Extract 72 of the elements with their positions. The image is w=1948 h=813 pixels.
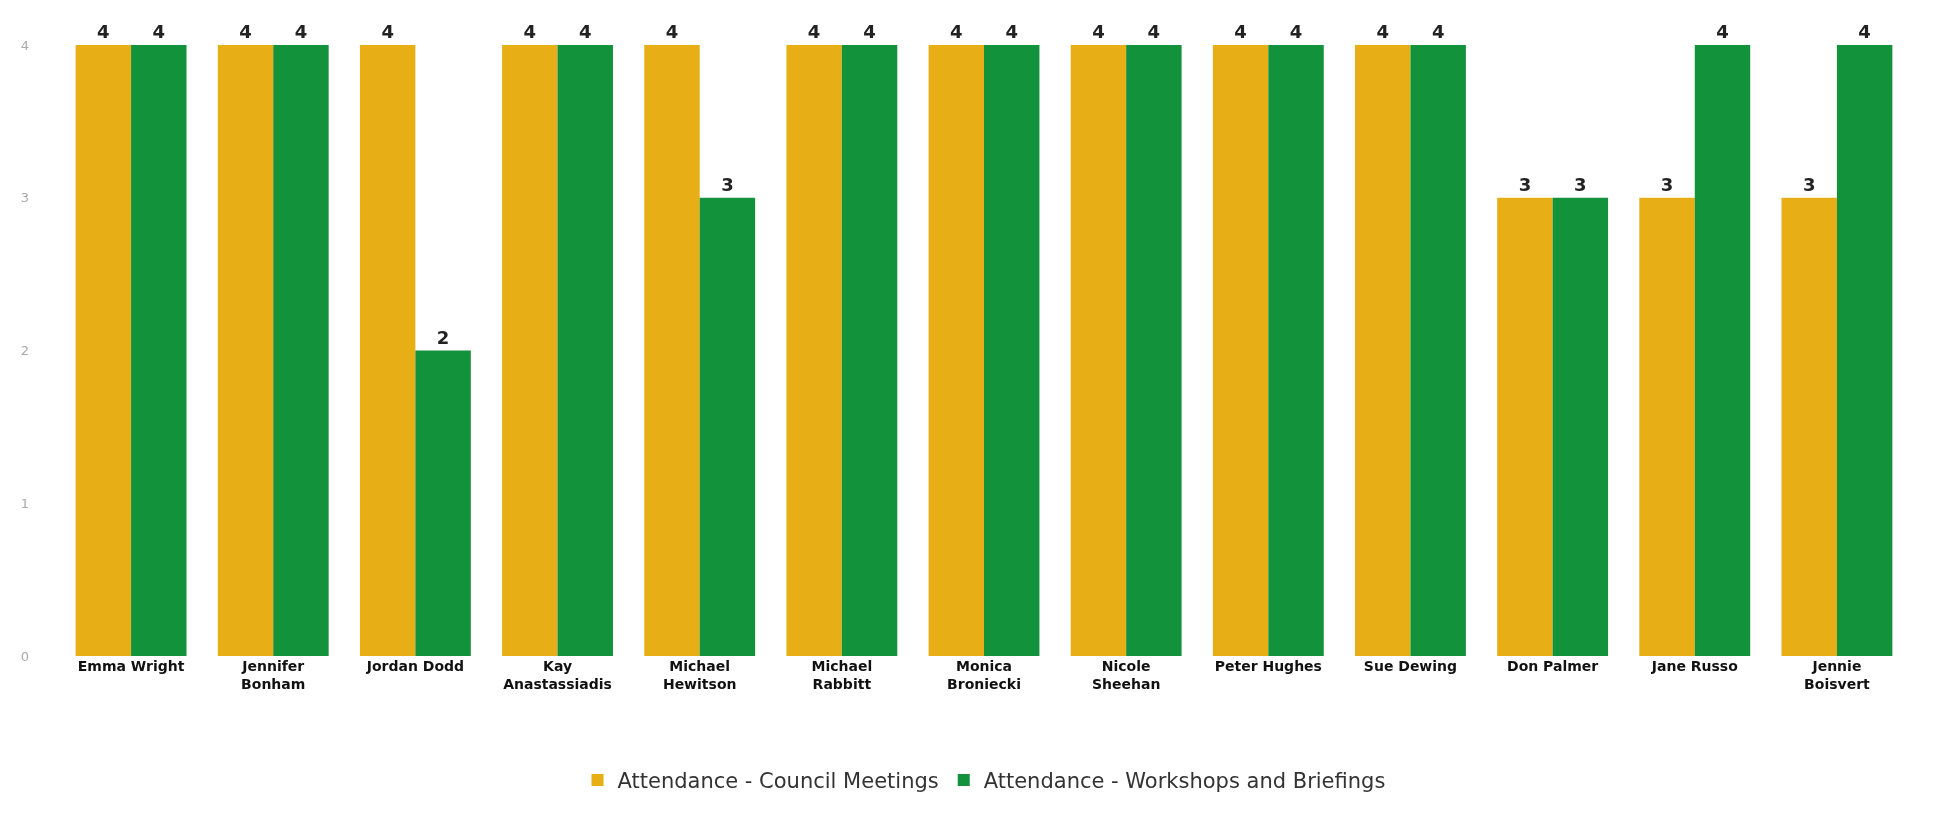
x-tick-label: Sue Dewing [1363, 658, 1458, 674]
x-tick-label: Jennie Boisvert [1804, 658, 1871, 693]
bar [644, 45, 700, 656]
y-tick-label: 3 [20, 190, 29, 206]
bar [273, 45, 329, 656]
data-label: 4 [578, 21, 592, 42]
bar [928, 45, 984, 656]
data-label: 3 [1660, 173, 1674, 195]
bar [699, 197, 756, 656]
data-label: 4 [294, 21, 308, 42]
bar [1552, 197, 1609, 656]
x-tick-label: Kay Anastassiadis [503, 658, 612, 693]
x-tick-label: Monica Broniecki [947, 658, 1021, 693]
legend-label: Attendance - Workshops and Briefings [983, 769, 1386, 794]
data-label: 3 [1518, 173, 1532, 195]
x-tick-label: Michael Hewitson [662, 658, 737, 693]
data-label: 4 [1858, 21, 1871, 42]
x-tick-label: Michael Rabbitt [811, 658, 873, 693]
bar [786, 45, 842, 656]
x-tick-label: Jordan Dodd [365, 658, 465, 674]
bar [415, 350, 471, 656]
data-label: 3 [721, 173, 734, 195]
bar [557, 45, 613, 656]
data-label: 4 [1289, 21, 1303, 42]
data-label: 4 [523, 21, 537, 42]
data-label: 4 [1092, 21, 1105, 42]
x-tick-label: Jane Russo [1650, 658, 1739, 674]
bar [1694, 45, 1751, 656]
bar [1781, 197, 1837, 656]
bar [841, 45, 898, 656]
data-label: 4 [381, 21, 394, 42]
bar [1497, 197, 1553, 656]
y-tick-label: 1 [20, 495, 29, 511]
y-tick-label: 2 [20, 343, 29, 359]
legend-label: Attendance - Council Meetings [617, 769, 939, 794]
bar [1126, 45, 1182, 656]
x-tick-label: Emma Wright [77, 658, 185, 674]
bar [1268, 45, 1324, 656]
x-tick-label: Nicole Sheehan [1091, 658, 1161, 693]
y-tick-label: 0 [20, 648, 29, 664]
bar [1639, 197, 1695, 656]
bar [75, 45, 132, 656]
bar [1070, 45, 1127, 656]
bar [131, 45, 187, 656]
data-label: 2 [436, 326, 450, 348]
data-label: 3 [1802, 173, 1816, 195]
data-label: 4 [97, 21, 110, 42]
data-label: 4 [239, 21, 252, 42]
x-tick-label: Jennifer Bonham [241, 658, 306, 693]
data-label: 4 [1005, 21, 1018, 42]
x-tick-label: Don Palmer [1507, 658, 1599, 674]
data-label: 4 [807, 21, 821, 42]
bar [359, 45, 416, 656]
bar [502, 45, 558, 656]
bar [1836, 45, 1893, 656]
bar [217, 45, 274, 656]
data-label: 4 [1147, 21, 1161, 42]
data-label: 4 [1234, 21, 1247, 42]
data-label: 4 [1716, 21, 1729, 42]
bar [1410, 45, 1466, 656]
x-tick-label: Peter Hughes [1214, 658, 1322, 674]
bar [984, 45, 1040, 656]
bar [1355, 45, 1411, 656]
data-label: 4 [1431, 21, 1445, 42]
data-label: 3 [1574, 173, 1587, 195]
data-label: 4 [665, 21, 679, 42]
data-label: 4 [1376, 21, 1390, 42]
bar [1212, 45, 1269, 656]
data-label: 4 [950, 21, 963, 42]
y-tick-label: 4 [20, 37, 29, 53]
data-label: 4 [152, 21, 166, 42]
data-label: 4 [863, 21, 876, 42]
